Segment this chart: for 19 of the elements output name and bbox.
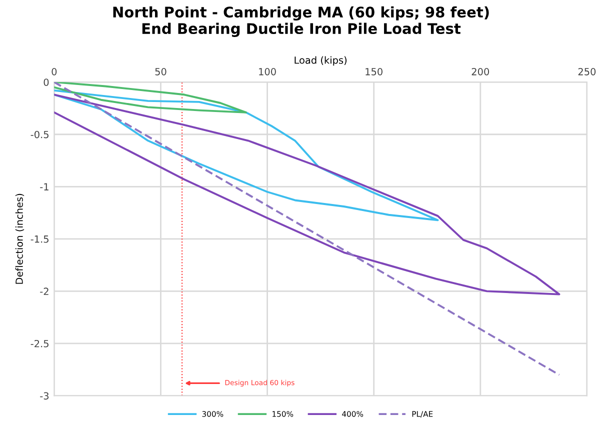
y-tick-label: -3 <box>40 392 49 400</box>
x-tick-label: 150 <box>366 68 382 76</box>
x-tick-label: 0 <box>52 68 57 76</box>
x-tick-label: 200 <box>472 68 490 76</box>
x-axis-title: Load (kips) <box>294 56 347 66</box>
x-tick-label: 50 <box>155 68 166 76</box>
y-tick-label: -2 <box>40 288 48 295</box>
line-series <box>54 82 247 114</box>
y-tick-label: -1 <box>40 183 48 190</box>
y-tick-label: 0 <box>44 78 49 86</box>
y-axis-title: Deflection (inches) <box>15 194 24 284</box>
y-tick-label: -1.5 <box>30 236 48 243</box>
line-series <box>54 94 560 296</box>
line-series <box>54 89 439 222</box>
x-tick-label: 100 <box>259 68 276 76</box>
chart-title: North Point - Cambridge MA (60 kips; 98 feet) End Bearing Ductile Iron Pile Load Test <box>113 6 489 37</box>
y-tick-label: -0.5 <box>30 130 48 138</box>
y-tick-label: -2.5 <box>30 340 48 348</box>
x-tick-label: 250 <box>578 68 596 76</box>
